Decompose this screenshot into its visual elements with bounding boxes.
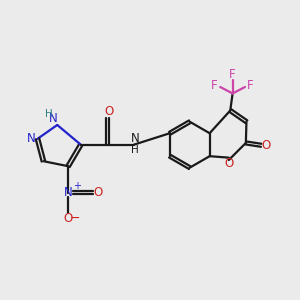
Text: O: O [104,105,113,118]
Text: O: O [262,139,271,152]
Text: O: O [63,212,73,224]
Text: O: O [225,157,234,170]
Text: H: H [131,145,139,155]
Text: −: − [70,212,80,224]
Text: O: O [93,186,103,199]
Text: F: F [247,79,254,92]
Text: F: F [211,79,218,92]
Text: N: N [130,132,140,145]
Text: +: + [73,181,81,191]
Text: F: F [229,68,236,81]
Text: N: N [27,132,35,145]
Text: N: N [64,186,73,199]
Text: H: H [44,109,52,119]
Text: N: N [49,112,58,125]
